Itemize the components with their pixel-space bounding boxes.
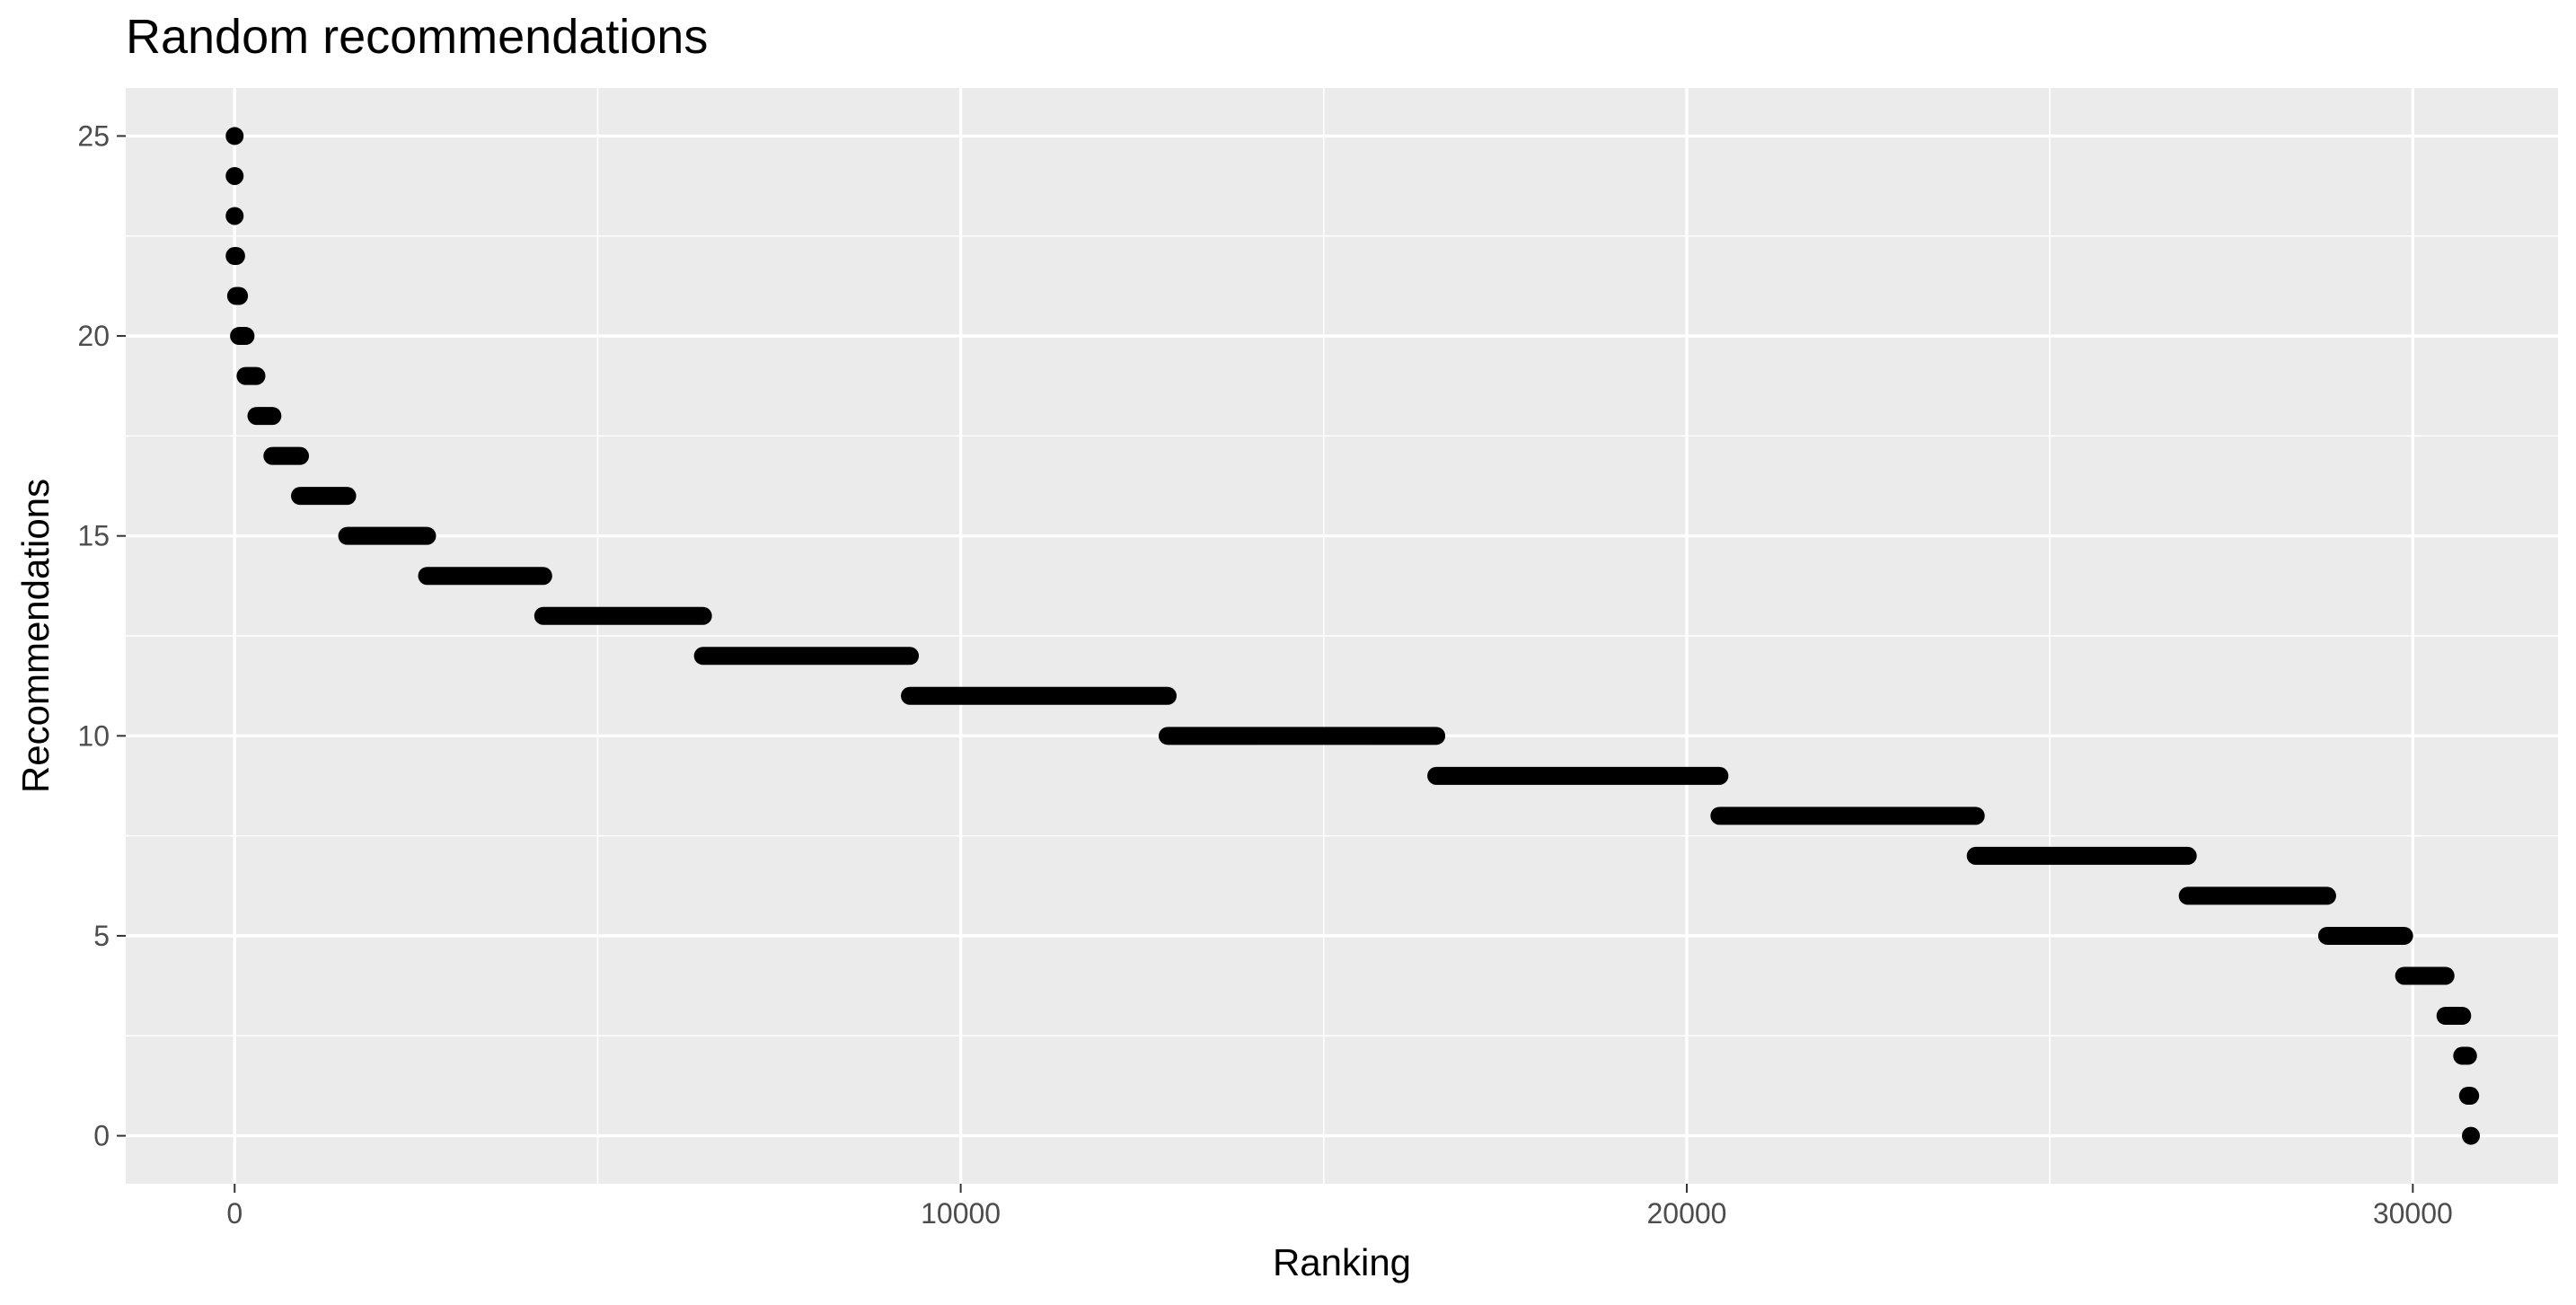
y-tick-label: 20 [77,320,110,352]
data-point [225,127,244,145]
major-grid [126,88,2558,1184]
y-axis-title: Recommendations [14,479,57,793]
data-point [2461,1126,2480,1145]
data-points [225,127,2480,1145]
y-tick-label: 15 [77,520,110,552]
y-tick-label: 5 [93,920,110,952]
x-axis: 0 10000 20000 30000 [226,1184,2453,1230]
x-tick-label: 0 [226,1197,243,1230]
y-axis: 0 5 10 15 20 25 [77,119,126,1152]
x-tick-label: 30000 [2373,1197,2453,1230]
minor-grid [126,88,2558,1184]
y-tick-label: 0 [93,1120,110,1152]
data-point [225,207,244,225]
x-axis-title: Ranking [1273,1241,1411,1283]
y-tick-label: 25 [77,119,110,152]
x-tick-label: 10000 [921,1197,1001,1230]
data-point [225,166,244,185]
chart-title: Random recommendations [126,10,709,64]
x-tick-label: 20000 [1646,1197,1726,1230]
y-tick-label: 10 [77,719,110,752]
